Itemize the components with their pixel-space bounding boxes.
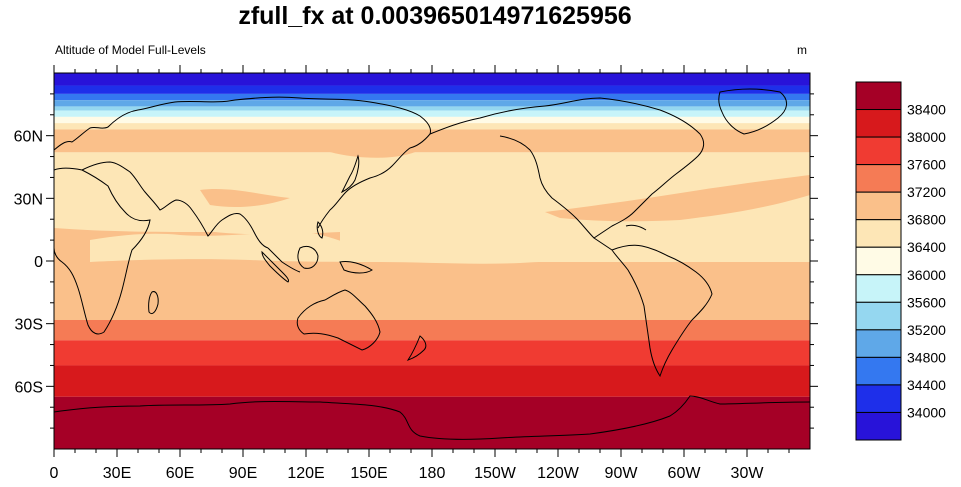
coastline-borneo: [297, 245, 319, 269]
contour-region: [360, 209, 491, 249]
coastline-eurasia: [54, 96, 431, 229]
x-tick-label: 60E: [166, 465, 194, 482]
coastline-south-america: [611, 244, 713, 378]
colorbar-swatch: [855, 356, 902, 386]
coastline-japan: [340, 154, 360, 194]
contour-band: [54, 365, 810, 397]
colorbar-label: 38400: [907, 102, 946, 118]
contour-region: [90, 229, 610, 264]
colorbar-swatch: [855, 301, 902, 331]
contour-band: [54, 73, 810, 86]
coastline-greenland: [718, 88, 787, 135]
y-tick-label: 0: [34, 254, 43, 271]
coastline-new-guinea: [339, 261, 373, 274]
y-tick-label: 60S: [15, 379, 43, 396]
colorbar-swatch: [855, 191, 902, 221]
colorbar-label: 35600: [907, 294, 946, 310]
y-tick-label: 30S: [15, 317, 43, 334]
contour-band: [54, 129, 810, 153]
colorbar-label: 38000: [907, 129, 946, 145]
coastline-australia: [296, 289, 381, 351]
coastlines: [54, 88, 810, 440]
coastline-antarctica: [54, 395, 810, 440]
colorbar-label: 34400: [907, 377, 946, 393]
colorbar-swatch: [855, 219, 902, 248]
x-tick-label: 30W: [731, 465, 765, 482]
colorbar-label: 34800: [907, 349, 946, 365]
coastline-north-america: [429, 97, 705, 239]
y-tick-label: 30N: [14, 191, 43, 208]
coastline-central-america: [593, 237, 613, 251]
colorbar-label: 36000: [907, 267, 946, 283]
colorbar-label: 37600: [907, 157, 946, 173]
y-axis: 60N 30N 0 30S 60S: [14, 93, 818, 429]
colorbar-label: 35200: [907, 322, 946, 338]
contour-region: [200, 188, 290, 208]
x-tick-label: 120W: [537, 465, 580, 482]
coastline-sumatra: [261, 250, 289, 283]
contour-region: [545, 175, 810, 222]
colorbar-swatch: [855, 329, 902, 358]
x-tick-label: 90W: [605, 465, 639, 482]
contour-region: [330, 138, 420, 158]
contour-band: [54, 106, 810, 111]
colorbar-label: 37200: [907, 184, 946, 200]
colorbar-swatch: [855, 411, 902, 441]
coastline-new-zealand: [406, 335, 427, 361]
y-tick-label: 60N: [14, 129, 43, 146]
colorbar-swatch: [855, 81, 902, 111]
x-tick-label: 120E: [287, 465, 324, 482]
coastline-middle-east: [81, 161, 269, 249]
colorbar-swatch: [855, 109, 902, 138]
contour-band: [54, 93, 810, 101]
contour-fill-regions: [54, 138, 810, 320]
contour-band: [54, 100, 810, 107]
coastline-caribbean: [625, 224, 647, 231]
x-axis: 0 30E 60E 90E 120E 150E 180 150W 120W 90W 60W 30W: [50, 65, 790, 482]
x-tick-label: 150E: [350, 465, 387, 482]
colorbar-swatch: [855, 384, 902, 413]
contour-band: [54, 340, 810, 366]
colorbar-swatch: [855, 246, 902, 276]
x-tick-label: 30E: [103, 465, 131, 482]
contour-band: [54, 116, 810, 124]
colorbar: 38400 38000 37600 37200 36800 36400 36000 35600…: [855, 81, 946, 441]
coastline-africa: [54, 167, 151, 335]
coastline-southeast-asia: [267, 247, 301, 273]
colorbar-label: 36400: [907, 239, 946, 255]
contour-band: [54, 85, 810, 94]
contour-band: [54, 110, 810, 117]
x-tick-label: 60W: [668, 465, 702, 482]
x-tick-label: 90E: [229, 465, 257, 482]
colorbar-swatch: [855, 136, 902, 166]
colorbar-swatch: [855, 164, 902, 193]
contour-band: [54, 317, 810, 341]
colorbar-swatch: [855, 274, 902, 303]
contour-band: [54, 123, 810, 130]
coastline-philippines: [316, 221, 324, 239]
x-tick-label: 180: [419, 465, 446, 482]
map-subtitle: Altitude of Model Full-Levels: [55, 43, 206, 57]
contour-region: [54, 262, 810, 320]
coastline-madagascar: [148, 291, 159, 315]
x-tick-label: 0: [50, 465, 59, 482]
units-label: m: [797, 43, 807, 57]
colorbar-label: 34000: [907, 404, 946, 420]
colorbar-label: 36800: [907, 212, 946, 228]
map-title: zfull_fx at 0.003965014971625956: [238, 2, 632, 30]
x-tick-label: 150W: [474, 465, 517, 482]
